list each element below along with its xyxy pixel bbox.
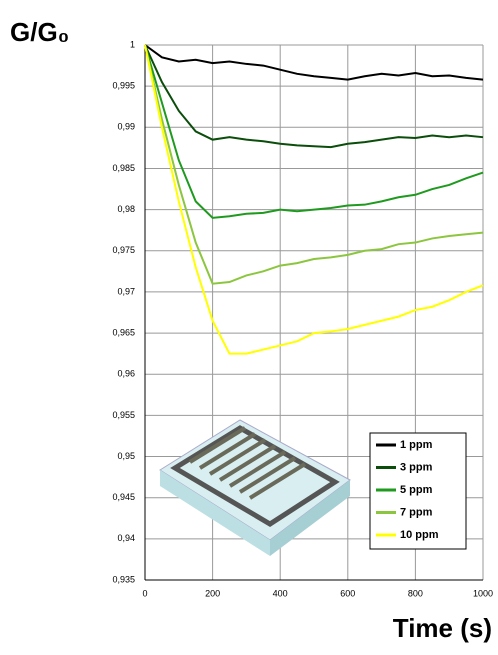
y-tick-label: 0,965 <box>112 327 135 337</box>
y-tick-label: 0,96 <box>117 369 135 379</box>
y-tick-label: 0,935 <box>112 574 135 584</box>
x-tick-label: 600 <box>340 588 355 598</box>
x-tick-label: 200 <box>205 588 220 598</box>
legend: 1 ppm 3 ppm 5 ppm 7 ppm 10 ppm <box>369 432 467 550</box>
legend-label: 10 ppm <box>400 529 439 541</box>
y-tick-label: 0,945 <box>112 492 135 502</box>
x-tick-label: 1000 <box>473 588 493 598</box>
series-line <box>144 44 484 149</box>
y-tick-label: 0,98 <box>117 204 135 214</box>
y-tick-label: 0,99 <box>117 122 135 132</box>
y-tick-label: 0,975 <box>112 245 135 255</box>
sensor-inset <box>159 419 351 556</box>
series-line <box>144 44 484 285</box>
y-tick-label: 0,97 <box>117 286 135 296</box>
x-tick-label: 0 <box>142 588 147 598</box>
series-line <box>144 44 484 355</box>
legend-label: 3 ppm <box>400 461 433 473</box>
x-axis-title: Time (s) <box>393 613 492 643</box>
y-tick-label: 0,995 <box>112 81 135 91</box>
x-tick-label: 800 <box>408 588 423 598</box>
series-line <box>144 44 484 81</box>
series-line <box>144 44 484 219</box>
y-tick-label: 0,95 <box>117 451 135 461</box>
y-tick-label: 0,94 <box>117 533 135 543</box>
y-tick-label: 1 <box>130 39 135 49</box>
y-axis-title: G/G₀ <box>10 17 69 47</box>
legend-label: 5 ppm <box>400 484 433 496</box>
y-tick-label: 0,985 <box>112 163 135 173</box>
y-tick-label: 0,955 <box>112 410 135 420</box>
x-tick-label: 400 <box>273 588 288 598</box>
legend-label: 7 ppm <box>400 506 433 518</box>
legend-label: 1 ppm <box>400 439 433 451</box>
